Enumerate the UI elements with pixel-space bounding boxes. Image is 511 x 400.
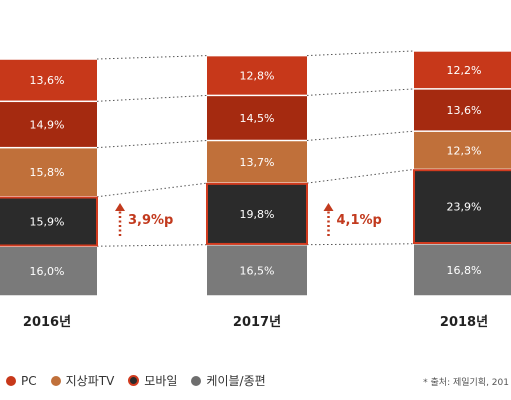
bar-segment xyxy=(207,56,307,95)
source-note: * 출처: 제일기획, 201 xyxy=(423,378,509,388)
segment-label: 12,8% xyxy=(240,70,275,83)
bar-segment xyxy=(0,59,97,101)
segment-label: 14,9% xyxy=(30,118,65,131)
segment-label: 16,0% xyxy=(30,265,65,278)
growth-annotation: 3,9%p xyxy=(115,203,173,236)
bar-segment xyxy=(414,51,511,89)
growth-arrow-icon xyxy=(323,203,334,211)
segment-label: 19,8% xyxy=(240,208,275,221)
segment-label: 16,8% xyxy=(447,264,482,277)
connector-line xyxy=(96,55,208,60)
growth-label: 3,9%p xyxy=(128,213,173,228)
legend-label-pc: PC xyxy=(21,373,37,388)
bar-segment xyxy=(0,196,98,247)
legend-swatch-cable xyxy=(191,375,202,386)
connector-line xyxy=(306,50,415,57)
bar-segment xyxy=(0,148,97,197)
year-label: 2016년 xyxy=(23,315,71,330)
legend-swatch-pc xyxy=(6,375,16,386)
legend-label-mobile: 모바일 xyxy=(144,374,178,388)
bar-segment xyxy=(413,169,511,245)
connector-line xyxy=(96,140,208,149)
growth-label: 4,1%p xyxy=(337,213,382,228)
legend-label-cable: 케이블/종편 xyxy=(206,374,266,388)
bar-segment xyxy=(414,131,511,169)
connector-line xyxy=(306,168,415,184)
chart-legend: PC 지상파TV 모바일 케이블/종편 xyxy=(6,372,266,389)
year-label: 2018년 xyxy=(440,315,488,330)
connector-line xyxy=(96,244,208,247)
connector-line xyxy=(306,243,415,246)
segment-label: 15,9% xyxy=(30,216,65,229)
bar-segment xyxy=(0,102,97,147)
legend-item-mobile: 모바일 xyxy=(128,372,177,389)
growth-annotation: 4,1%p xyxy=(323,203,382,236)
segment-label: 13,6% xyxy=(30,74,65,87)
segment-label: 13,6% xyxy=(447,104,482,117)
segment-label: 14,5% xyxy=(240,112,275,125)
connector-line xyxy=(96,94,208,102)
bar-segment xyxy=(414,244,511,296)
connector-line xyxy=(306,130,415,141)
legend-label-terrestrial-tv: 지상파TV xyxy=(65,374,115,388)
segment-label: 13,7% xyxy=(240,156,275,169)
segment-label: 12,2% xyxy=(447,64,482,77)
legend-item-terrestrial-tv: 지상파TV xyxy=(50,372,115,389)
year-label: 2017년 xyxy=(233,315,281,330)
bar-2016년: 16,0% 15,9% 15,8% 14,9% 13,6% 2016년 xyxy=(0,59,98,330)
bar-segment xyxy=(207,141,307,183)
bar-segment xyxy=(414,89,511,131)
bar-2017년: 16,5% 19,8% 13,7% 14,5% 12,8% 2017년 xyxy=(206,56,308,330)
connector-line xyxy=(96,182,208,198)
segment-label: 15,8% xyxy=(30,166,65,179)
segment-label: 23,9% xyxy=(447,201,482,214)
segment-label: 16,5% xyxy=(240,264,275,277)
connector-lines xyxy=(96,50,415,247)
bar-2018년: 16,8% 23,9% 12,3% 13,6% 12,2% 2018년 xyxy=(413,51,511,330)
legend-swatch-terrestrial-tv xyxy=(50,375,61,386)
legend-swatch-mobile xyxy=(128,375,140,386)
legend-item-pc: PC xyxy=(6,374,37,388)
bar-segment xyxy=(207,245,307,296)
connector-line xyxy=(306,88,415,96)
bar-segment xyxy=(0,246,97,296)
segment-label: 12,3% xyxy=(447,144,482,157)
bar-segment xyxy=(206,182,308,245)
bar-segment xyxy=(207,96,307,140)
legend-item-cable: 케이블/종편 xyxy=(191,372,266,389)
growth-arrow-icon xyxy=(115,203,125,211)
